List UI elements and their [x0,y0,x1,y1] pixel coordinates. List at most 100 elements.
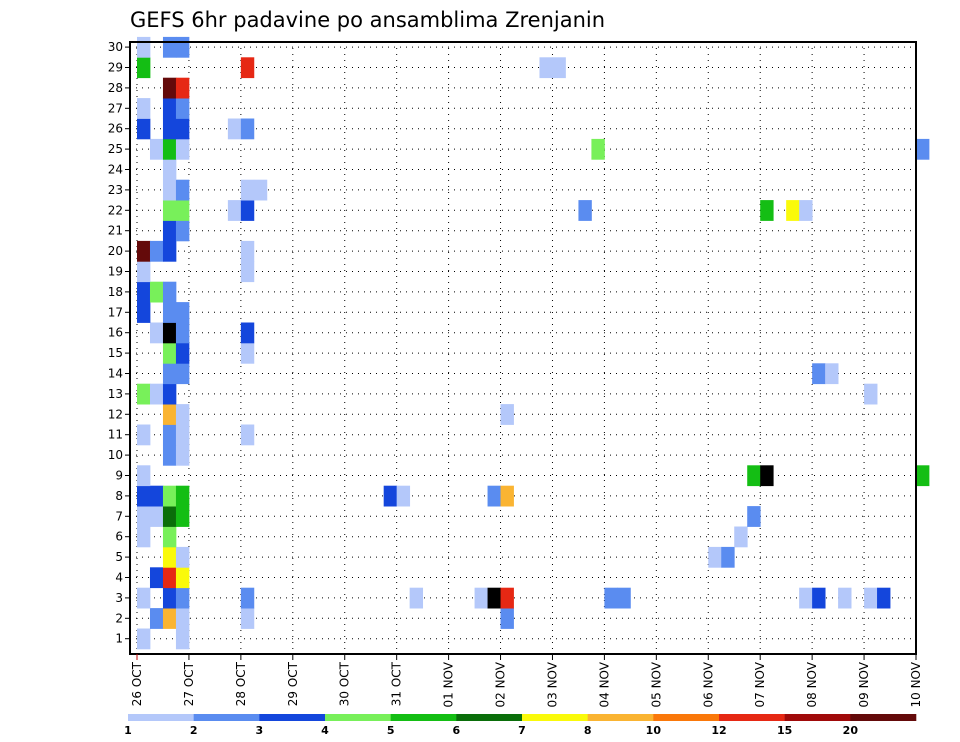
legend-label: 6 [453,724,461,737]
y-tick-label: 2 [115,611,123,625]
heatmap-cell [149,608,164,629]
y-tick-label: 15 [108,346,123,360]
heatmap-cell [760,465,774,487]
heatmap-cell [240,261,255,283]
heatmap-cell [175,77,190,99]
legend-label: 7 [518,724,526,737]
heatmap-cells [137,36,930,650]
heatmap-cell [175,179,190,201]
heatmap-cell [137,526,151,548]
heatmap-cell [487,485,501,507]
heatmap-cell [162,118,177,140]
heatmap-cell [175,322,190,344]
heatmap-cell [137,506,151,527]
heatmap-cell [539,57,553,79]
x-tick-label: 29 OCT [286,661,300,706]
heatmap-cell [227,118,242,140]
legend-swatch [653,714,720,721]
heatmap-cell [162,526,177,548]
heatmap-cell [149,281,164,303]
heatmap-cell [162,608,177,629]
heatmap-cell [721,546,735,568]
heatmap-cell [137,587,151,609]
heatmap-cell [162,485,177,507]
x-tick-label: 01 NOV [442,661,456,707]
heatmap-cell [240,342,255,364]
x-tick-label: 02 NOV [494,661,508,707]
heatmap-cell [500,608,514,629]
heatmap-cell [240,322,255,344]
heatmap-cell [487,587,501,609]
heatmap-cell [396,485,411,507]
heatmap-cell [175,485,190,507]
heatmap-cell [137,36,151,58]
heatmap-cell [175,404,190,425]
heatmap-cell [162,363,177,385]
x-tick-label: 27 OCT [182,661,196,706]
heatmap-cell [162,383,177,405]
y-tick-label: 24 [108,163,123,177]
heatmap-cell [137,302,151,323]
y-tick-label: 5 [115,550,123,564]
heatmap-cell [162,98,177,119]
heatmap-cell [227,200,242,221]
y-tick-label: 20 [108,244,123,258]
heatmap-cell [162,567,177,589]
legend-label: 3 [256,724,264,737]
heatmap-cell [175,220,190,242]
heatmap-cell [175,138,190,160]
heatmap-cell [175,424,190,446]
x-tick-label: 07 NOV [753,661,767,707]
heatmap-cell [175,200,190,221]
heatmap-cell [240,424,255,446]
heatmap-cell [149,322,164,344]
heatmap-cell [149,138,164,160]
heatmap-cell [149,383,164,405]
legend-label: 4 [321,724,329,737]
heatmap-cell [240,57,255,79]
y-tick-label: 28 [108,81,123,95]
heatmap-cell [175,342,190,364]
heatmap-cell [240,240,255,262]
y-tick-label: 4 [115,571,123,585]
legend-swatch [193,714,260,721]
heatmap-cell [812,587,826,609]
heatmap-cell [137,240,151,262]
x-tick-label: 31 OCT [390,661,404,706]
y-tick-label: 9 [115,469,123,483]
heatmap-cell [175,36,190,58]
heatmap-cell [409,587,424,609]
heatmap-cell [747,465,761,487]
x-tick-label: 05 NOV [649,661,663,707]
heatmap-cell [137,465,151,487]
heatmap-cell [149,506,164,527]
heatmap-cell [162,281,177,303]
legend-swatch [128,714,194,721]
legend-swatch [850,714,917,721]
heatmap-cell [175,363,190,385]
heatmap-cell [734,526,748,548]
heatmap-cell [175,506,190,527]
legend-swatch [390,714,457,721]
legend-swatch [456,714,523,721]
y-tick-label: 26 [108,122,123,136]
legend-swatch [522,714,588,721]
legend-label: 10 [646,724,662,737]
y-tick-label: 18 [108,285,123,299]
y-axis: 1234567891011121314151617181920212223242… [108,40,130,646]
heatmap-cell [162,179,177,201]
x-tick-label: 26 OCT [130,661,144,706]
heatmap-cell [799,587,813,609]
heatmap-cell [578,200,592,221]
heatmap-cell [175,444,190,466]
heatmap-cell [240,118,255,140]
y-tick-label: 7 [115,509,123,523]
heatmap-cell [162,302,177,323]
heatmap-cell [253,179,268,201]
x-tick-label: 06 NOV [701,661,715,707]
legend-swatch [587,714,654,721]
heatmap-cell [162,200,177,221]
y-tick-label: 17 [108,305,123,319]
heatmap-cell [149,485,164,507]
heatmap-cell [838,587,852,609]
